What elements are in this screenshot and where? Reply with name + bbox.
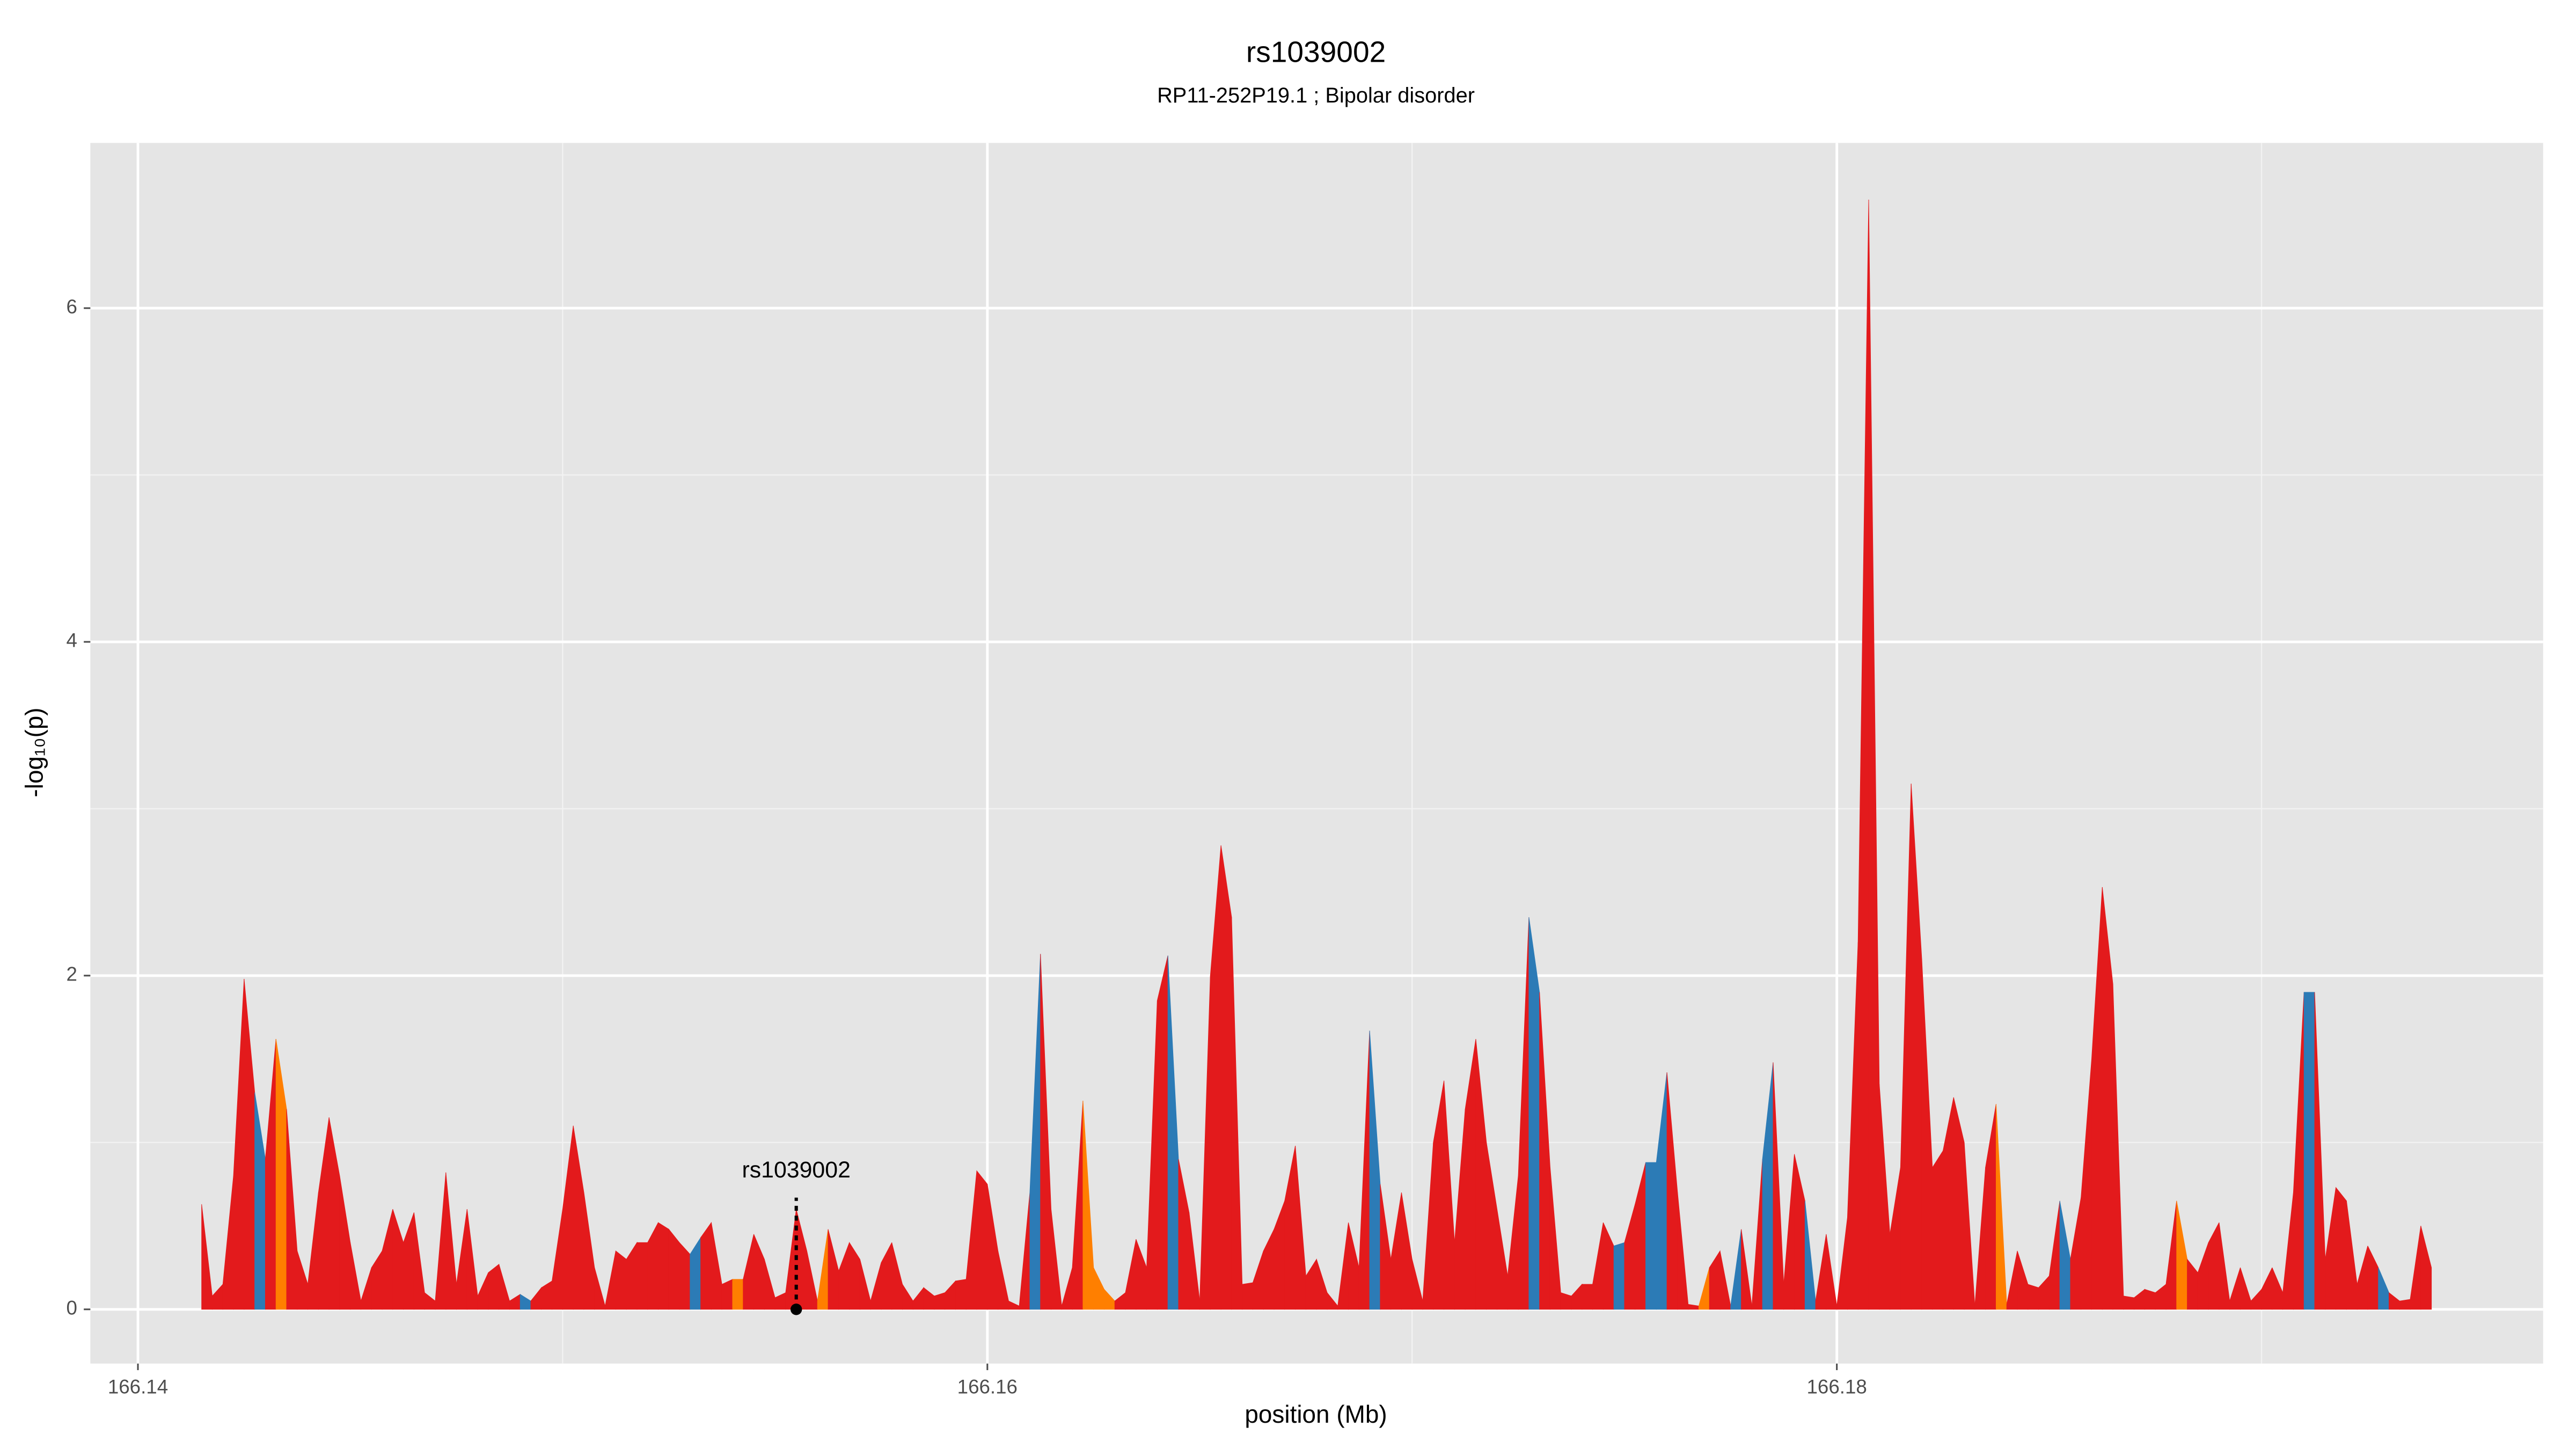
y-tick-label: 4	[66, 630, 77, 652]
plot-background	[90, 143, 2543, 1364]
area-segment	[1220, 845, 1232, 1310]
y-tick-label: 2	[66, 963, 77, 985]
x-tick-label: 166.16	[957, 1375, 1018, 1397]
area-segment	[2399, 1299, 2411, 1310]
area-segment	[2144, 1289, 2156, 1310]
area-segment	[2123, 1296, 2135, 1310]
x-tick-label: 166.14	[108, 1375, 168, 1397]
x-tick-label: 166.18	[1807, 1375, 1867, 1397]
x-axis-label: position (Mb)	[1245, 1400, 1387, 1428]
area-segment	[679, 1242, 691, 1310]
area-segment	[615, 1250, 627, 1310]
area-segment	[2420, 1226, 2432, 1310]
area	[201, 200, 2432, 1310]
area-segment	[2028, 1284, 2039, 1310]
y-axis-label: -log₁₀(p)	[20, 707, 48, 797]
area-segment	[1613, 1242, 1625, 1310]
annotation-label: rs1039002	[742, 1157, 850, 1183]
y-tick-label: 6	[66, 296, 77, 318]
area-segment	[732, 1279, 744, 1310]
chart-subtitle: RP11-252P19.1 ; Bipolar disorder	[1157, 84, 1475, 107]
annotation-point	[790, 1304, 802, 1315]
area-segment	[976, 1170, 988, 1310]
area-segment	[1582, 1284, 1593, 1310]
area-segment	[2336, 1187, 2347, 1310]
y-tick-label: 0	[66, 1297, 77, 1319]
area-segment	[1932, 1150, 1943, 1310]
area-segment	[658, 1222, 669, 1310]
area-segment	[721, 1279, 733, 1310]
area-segment	[1157, 955, 1168, 1310]
area-segment	[1242, 1282, 1253, 1310]
area-segment	[700, 1221, 712, 1310]
area-segment	[1645, 1162, 1657, 1310]
area-segment	[955, 1279, 967, 1310]
area-segment	[668, 1228, 680, 1310]
area-segment	[636, 1242, 648, 1310]
chart-title: rs1039002	[1246, 35, 1386, 69]
area-segment	[2303, 992, 2315, 1310]
